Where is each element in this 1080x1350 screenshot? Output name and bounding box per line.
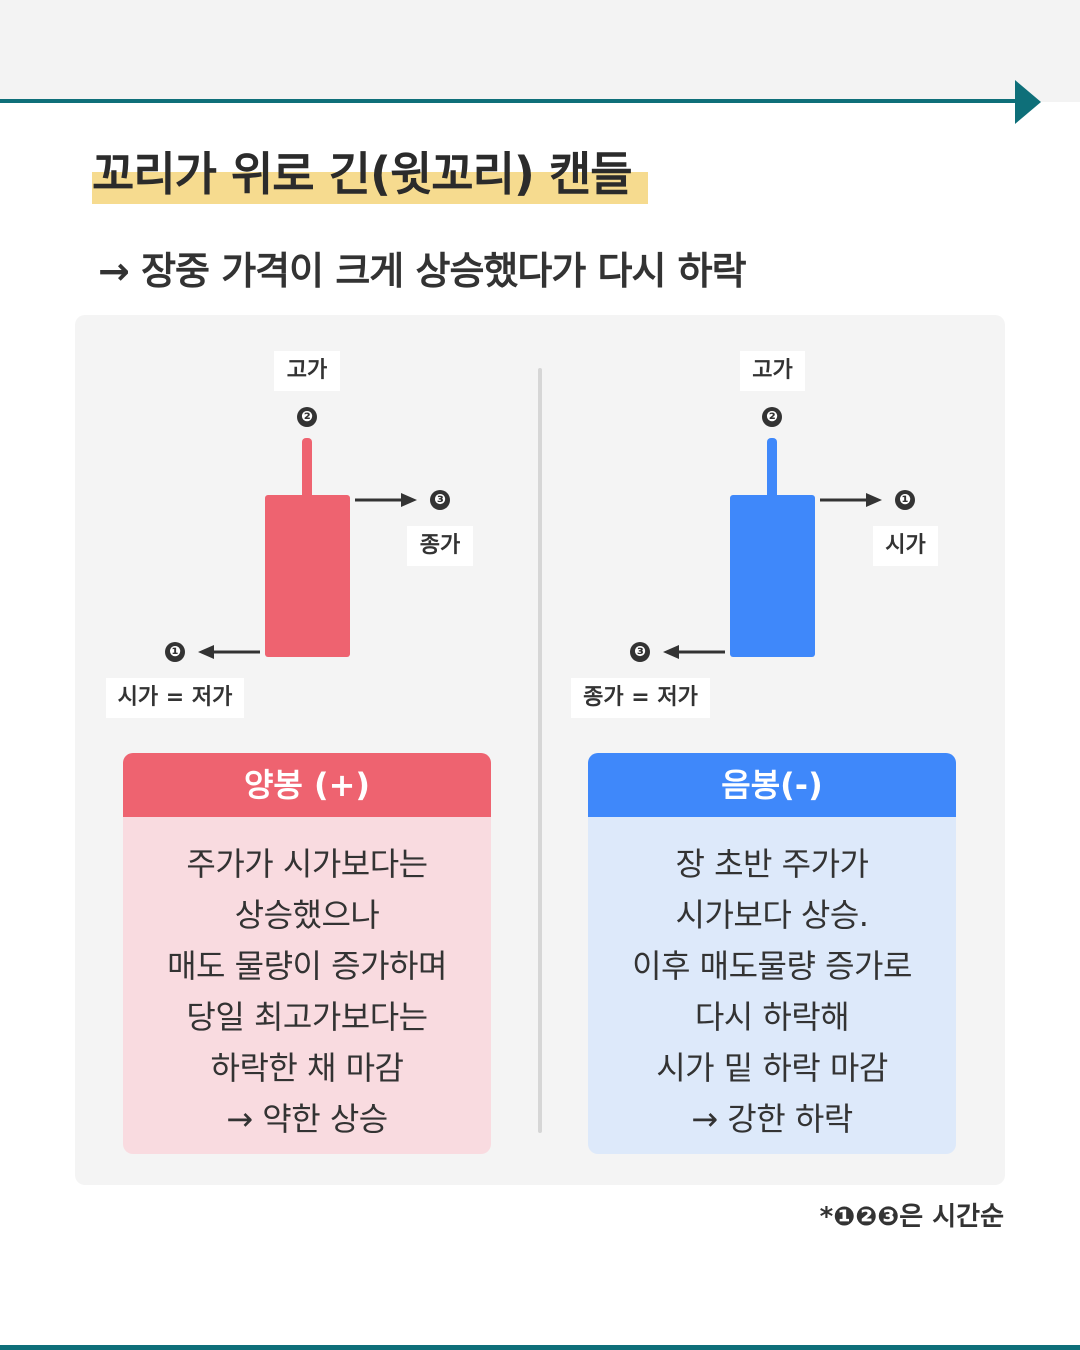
bearish-line: 시가보다 상승.	[675, 896, 869, 934]
top-divider-line	[0, 99, 1020, 103]
bullish-card-text: 주가가 시가보다는 상승했으나 매도 물량이 증가하며 당일 최고가보다는 하락…	[123, 817, 491, 1145]
bearish-line: 시가 밑 하락 마감	[656, 1049, 888, 1087]
bottom-divider-line	[0, 1345, 1080, 1350]
bullish-line: 당일 최고가보다는	[186, 998, 428, 1036]
left-high-number: ❷	[297, 407, 317, 427]
left-open-number: ❶	[165, 642, 185, 662]
footnote-number: ❶	[833, 1202, 856, 1232]
bearish-line: 이후 매도물량 증가로	[632, 947, 912, 985]
right-close-number: ❸	[630, 642, 650, 662]
bearish-line: 장 초반 주가가	[675, 845, 869, 883]
arrow-right-icon	[355, 493, 417, 507]
right-candle-body	[730, 495, 815, 657]
footnote-text: 은 시간순	[899, 1202, 1004, 1232]
footnote-asterisk: *	[819, 1202, 834, 1232]
left-high-label: 고가	[274, 351, 340, 391]
arrow-right-icon	[820, 493, 882, 507]
bullish-line: 하락한 채 마감	[210, 1049, 404, 1087]
right-high-number: ❷	[762, 407, 782, 427]
right-close-label: 종가 = 저가	[571, 678, 710, 718]
bearish-card-title: 음봉(-)	[588, 753, 956, 817]
bullish-card: 양봉 (+) 주가가 시가보다는 상승했으나 매도 물량이 증가하며 당일 최고…	[123, 753, 491, 1154]
left-candle-body	[265, 495, 350, 657]
arrow-left-icon	[663, 645, 725, 659]
left-upper-wick	[302, 438, 312, 502]
left-close-label: 종가	[407, 526, 473, 566]
bearish-line: → 강한 하락	[691, 1100, 853, 1138]
title-highlight	[92, 172, 648, 204]
top-band	[0, 0, 1080, 102]
arrow-right-icon	[1015, 80, 1041, 124]
right-high-label: 고가	[740, 351, 805, 391]
footnote: *❶❷❸은 시간순	[820, 1196, 1004, 1233]
bullish-card-title: 양봉 (+)	[123, 753, 491, 817]
left-open-label: 시가 = 저가	[106, 678, 244, 718]
bearish-line: 다시 하락해	[694, 998, 850, 1036]
arrow-left-icon	[198, 645, 260, 659]
footnote-number: ❸	[877, 1202, 900, 1232]
bearish-card: 음봉(-) 장 초반 주가가 시가보다 상승. 이후 매도물량 증가로 다시 하…	[588, 753, 956, 1154]
bearish-card-text: 장 초반 주가가 시가보다 상승. 이후 매도물량 증가로 다시 하락해 시가 …	[588, 817, 956, 1145]
bullish-line: 상승했으나	[234, 896, 380, 934]
bullish-line: 주가가 시가보다는	[186, 845, 428, 883]
right-upper-wick	[767, 438, 777, 502]
right-open-label: 시가	[873, 526, 938, 566]
page-title: 꼬리가 위로 긴(윗꼬리) 캔들	[92, 147, 633, 201]
left-close-number: ❸	[430, 490, 450, 510]
page-subtitle: → 장중 가격이 크게 상승했다가 다시 하락	[98, 249, 747, 293]
panel-divider	[538, 368, 542, 1133]
bullish-line: → 약한 상승	[226, 1100, 388, 1138]
bullish-line: 매도 물량이 증가하며	[167, 947, 447, 985]
footnote-number: ❷	[855, 1202, 878, 1232]
right-open-number: ❶	[895, 490, 915, 510]
title-block: 꼬리가 위로 긴(윗꼬리) 캔들	[92, 138, 648, 204]
